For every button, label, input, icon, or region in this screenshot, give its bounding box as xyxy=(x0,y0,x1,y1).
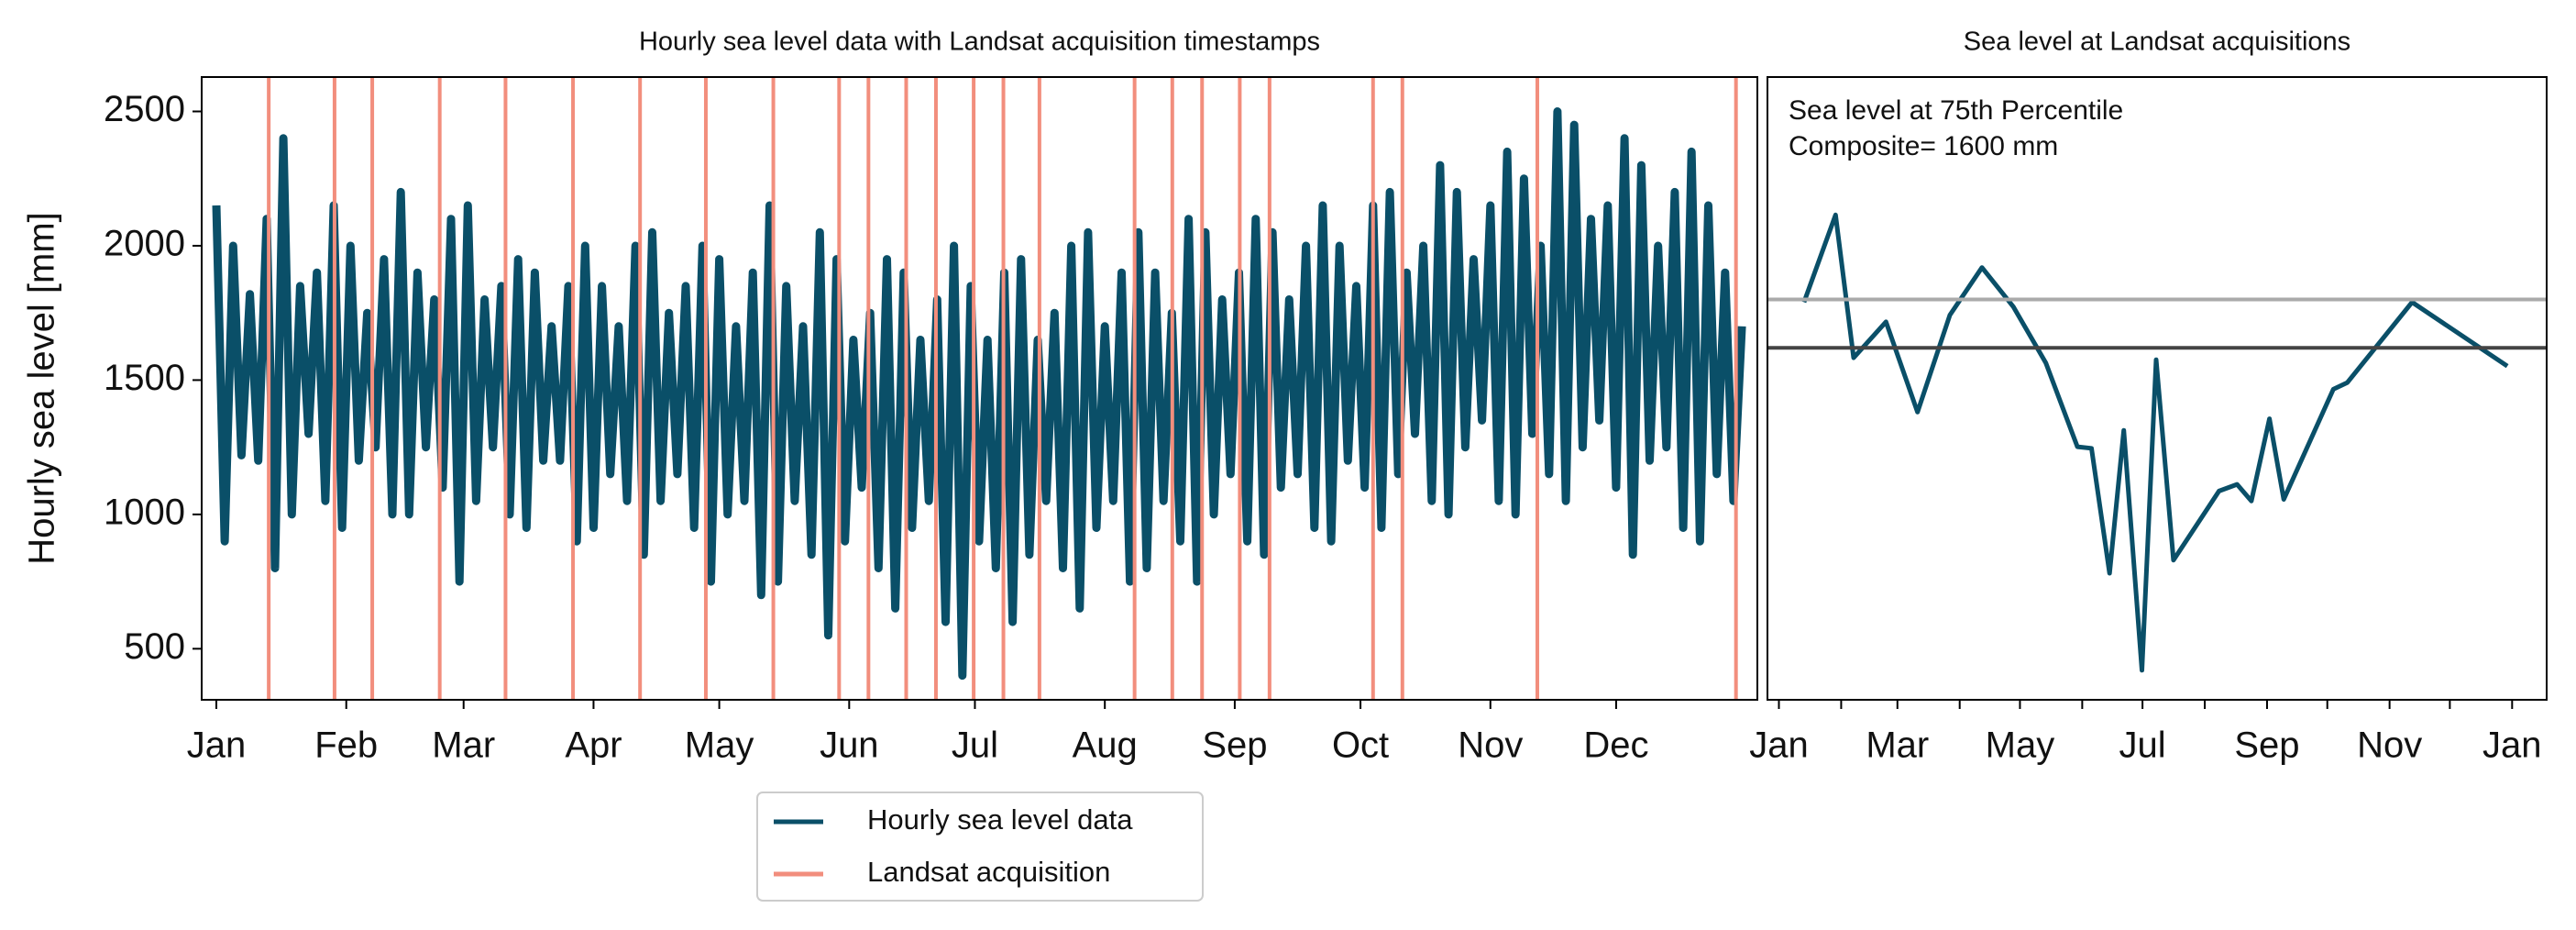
x-tick-label: Apr xyxy=(565,725,622,766)
x-tick-label: Jul xyxy=(2119,725,2166,766)
x-tick-label: Mar xyxy=(1866,725,1929,766)
y-tick-label: 500 xyxy=(124,626,185,667)
x-tick-label: Mar xyxy=(432,725,495,766)
x-tick-label: Jun xyxy=(820,725,879,766)
chart-title: Sea level at Landsat acquisitions xyxy=(1964,28,2350,57)
x-tick-label: Sep xyxy=(2234,725,2299,766)
plot-area xyxy=(212,77,1746,700)
x-tick-label: Jan xyxy=(1749,725,1809,766)
annotation: Composite= 1600 mm xyxy=(1789,131,2058,161)
plot-area xyxy=(1801,212,2509,673)
x-tick-label: Nov xyxy=(1458,725,1523,766)
legend-box xyxy=(756,792,1204,902)
x-tick-label: Sep xyxy=(1202,725,1267,766)
series-line xyxy=(1801,212,2509,673)
x-tick-label: Jul xyxy=(952,725,998,766)
axes-frame xyxy=(1767,76,2548,701)
annotation: Sea level at 75th Percentile xyxy=(1789,95,2123,126)
x-tick-label: May xyxy=(1986,725,2055,766)
x-tick-label: Feb xyxy=(314,725,378,766)
legend-label: Hourly sea level data xyxy=(867,803,1133,836)
x-tick-label: May xyxy=(685,725,754,766)
chart-title: Hourly sea level data with Landsat acqui… xyxy=(639,28,1320,57)
y-tick-label: 2000 xyxy=(104,224,185,264)
x-tick-label: Aug xyxy=(1073,725,1138,766)
y-tick-label: 1000 xyxy=(104,492,185,532)
x-tick-label: Oct xyxy=(1332,725,1389,766)
x-tick-label: Dec xyxy=(1583,725,1648,766)
x-tick-label: Jan xyxy=(187,725,247,766)
axes-frame xyxy=(201,76,1758,701)
y-tick-label: 1500 xyxy=(104,358,185,398)
x-tick-label: Jan xyxy=(2482,725,2542,766)
legend-label: Landsat acquisition xyxy=(867,856,1110,888)
y-tick-label: 2500 xyxy=(104,89,185,129)
y-axis-label: Hourly sea level [mm] xyxy=(22,212,62,565)
series-line xyxy=(212,107,1746,681)
x-tick-label: Nov xyxy=(2357,725,2422,766)
